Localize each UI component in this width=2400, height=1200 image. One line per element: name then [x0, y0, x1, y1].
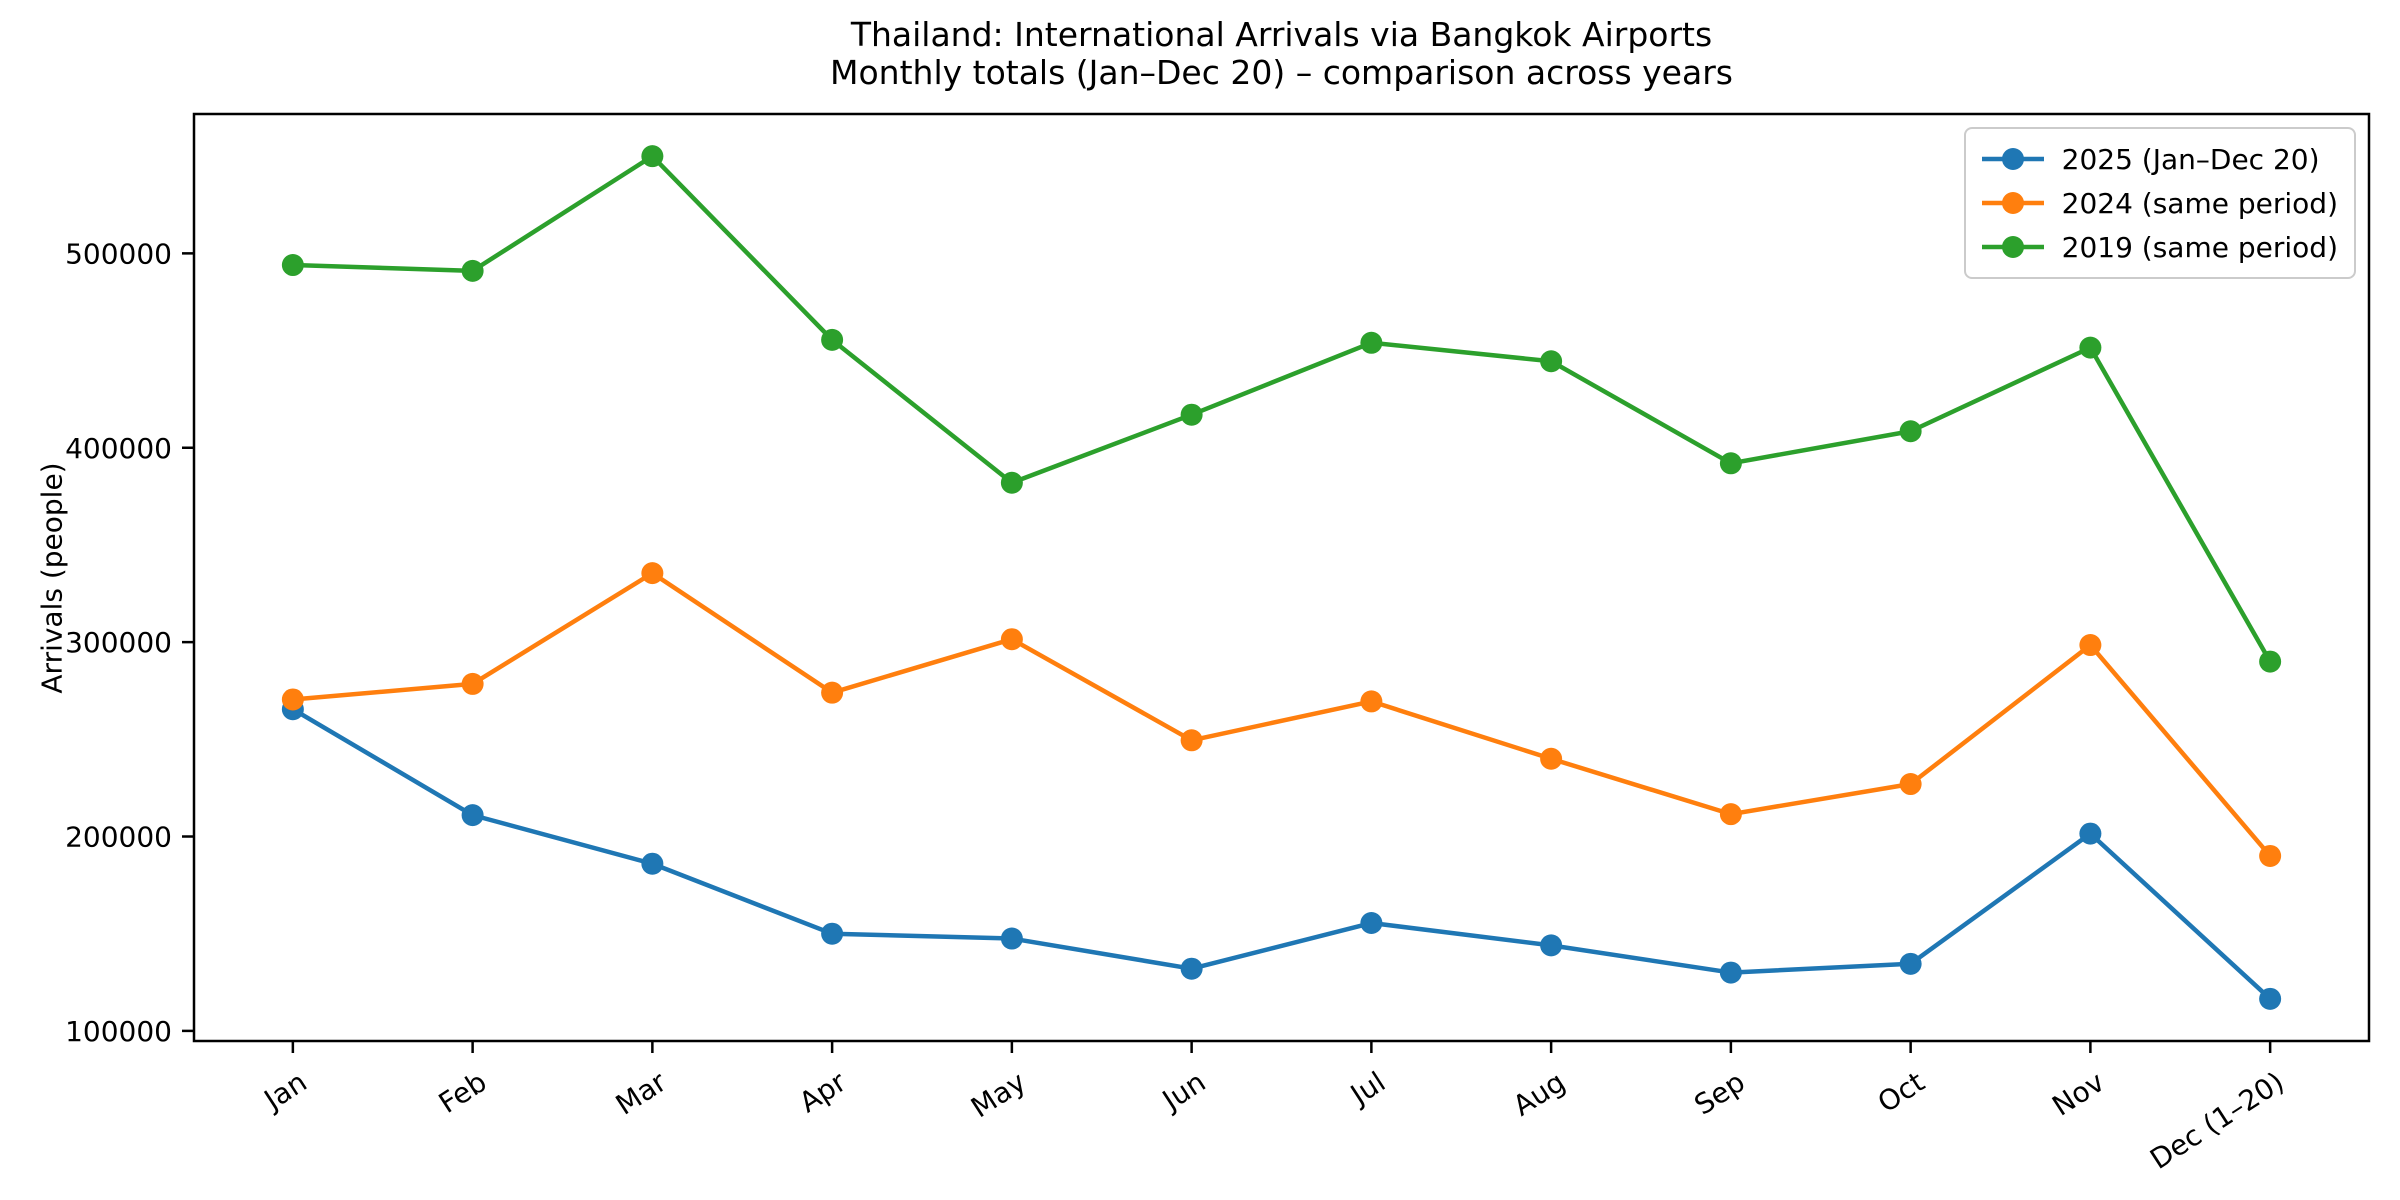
data-point-2025-Sep — [1719, 961, 1742, 984]
data-point-2024-Mar — [641, 562, 664, 585]
data-point-2024-Aug — [1540, 747, 1563, 770]
x-tick-label: Feb — [433, 1065, 493, 1120]
x-tick-label: Aug — [1507, 1065, 1571, 1122]
data-point-2025-Dec (1–20) — [2259, 987, 2282, 1010]
data-point-2024-Nov — [2079, 634, 2102, 657]
data-point-2025-Jun — [1180, 957, 1203, 980]
x-tick-label: Jan — [257, 1065, 313, 1117]
legend-label: 2024 (same period) — [2061, 186, 2338, 220]
y-tick-label: 400000 — [65, 432, 172, 465]
chart-title: Thailand: International Arrivals via Ban… — [850, 15, 1713, 54]
legend-label: 2019 (same period) — [2061, 230, 2338, 264]
data-point-2019-May — [1000, 471, 1023, 494]
data-point-2019-Dec (1–20) — [2259, 650, 2282, 673]
data-point-2024-Jan — [281, 688, 304, 711]
data-point-2019-Jun — [1180, 403, 1203, 426]
data-point-2024-Jul — [1360, 690, 1383, 713]
data-point-2025-Nov — [2079, 822, 2102, 845]
data-point-2019-Oct — [1899, 420, 1922, 443]
x-tick-label: Nov — [2046, 1065, 2110, 1122]
data-point-2024-Oct — [1899, 773, 1922, 796]
data-point-2019-Jan — [281, 254, 304, 277]
data-point-2019-Nov — [2079, 336, 2102, 359]
x-tick-label: Mar — [610, 1065, 673, 1122]
chart-title-block: Thailand: International Arrivals via Ban… — [194, 16, 2369, 92]
data-point-2024-Jun — [1180, 729, 1203, 752]
data-point-2024-Apr — [821, 681, 844, 704]
data-point-2025-Apr — [821, 922, 844, 945]
y-tick-label: 100000 — [65, 1015, 172, 1048]
x-tick-label: Sep — [1688, 1065, 1750, 1121]
series-line-2024 — [290, 570, 2273, 859]
legend-label: 2025 (Jan–Dec 20) — [2061, 142, 2320, 176]
legend-marker-icon — [1981, 192, 2044, 214]
legend-marker-icon — [1981, 148, 2044, 170]
legend-item-2019: 2019 (same period) — [1980, 227, 2338, 267]
data-point-2025-Oct — [1899, 952, 1922, 975]
data-point-2025-May — [1000, 927, 1023, 950]
legend-item-2025: 2025 (Jan–Dec 20) — [1980, 139, 2338, 179]
data-point-2025-Aug — [1540, 934, 1563, 957]
y-tick-label: 200000 — [65, 821, 172, 854]
plot-border — [192, 112, 2371, 1043]
data-point-2024-Dec (1–20) — [2259, 844, 2282, 867]
chart-subtitle: Monthly totals (Jan–Dec 20) – comparison… — [830, 53, 1733, 92]
data-point-2024-Sep — [1719, 803, 1742, 826]
x-tick-label: Dec (1–20) — [2144, 1065, 2290, 1176]
data-point-2025-Mar — [641, 852, 664, 875]
data-point-2019-Sep — [1719, 452, 1742, 475]
data-point-2024-Feb — [461, 672, 484, 695]
y-tick-label: 500000 — [65, 237, 172, 270]
x-tick-label: Oct — [1872, 1065, 1931, 1119]
legend: 2025 (Jan–Dec 20) 2024 (same period) 2019 … — [1963, 127, 2356, 279]
series-line-2025 — [290, 706, 2273, 1002]
data-point-2019-Feb — [461, 259, 484, 282]
y-tick-label: 300000 — [65, 626, 172, 659]
data-point-2024-May — [1000, 628, 1023, 651]
legend-item-2024: 2024 (same period) — [1980, 183, 2338, 223]
x-tick-label: Jun — [1155, 1065, 1211, 1118]
data-point-2025-Feb — [461, 804, 484, 827]
data-point-2019-Mar — [641, 145, 664, 168]
data-point-2025-Jul — [1360, 912, 1383, 935]
data-point-2019-Jul — [1360, 331, 1383, 354]
legend-marker-icon — [1981, 236, 2044, 258]
x-tick-label: Jul — [1343, 1065, 1391, 1112]
data-point-2019-Aug — [1540, 350, 1563, 373]
x-tick-label: Apr — [793, 1065, 852, 1119]
series-line-2019 — [290, 153, 2273, 664]
x-tick-label: May — [965, 1065, 1032, 1124]
data-point-2019-Apr — [821, 328, 844, 351]
